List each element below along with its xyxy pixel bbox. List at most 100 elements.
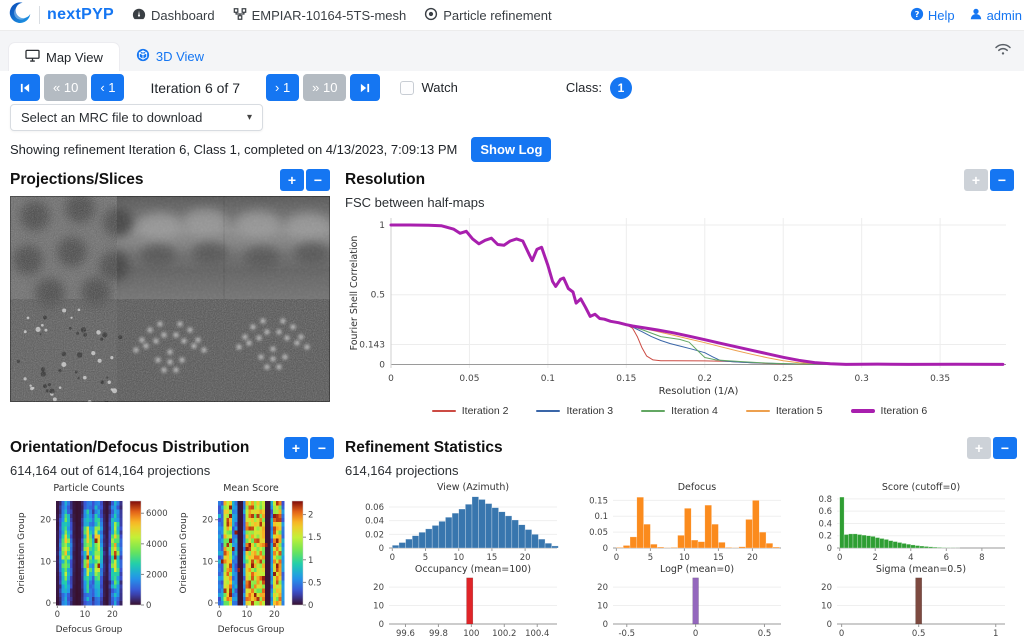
- distribution-zoom-in-button[interactable]: +: [284, 437, 308, 459]
- show-log-button[interactable]: Show Log: [471, 137, 552, 162]
- top-navbar: nextPYP Dashboard EMPIAR-10164-5TS-mesh …: [0, 0, 1024, 31]
- legend-swatch: [536, 410, 561, 412]
- mrc-row: Select an MRC file to download ▾: [10, 104, 263, 131]
- legend-swatch: [850, 409, 875, 413]
- legend-item[interactable]: Iteration 2: [431, 405, 509, 417]
- statistics-zoom-out-button[interactable]: −: [993, 437, 1017, 459]
- svg-text:0: 0: [55, 610, 60, 620]
- svg-text:Sigma (mean=0.5): Sigma (mean=0.5): [876, 564, 966, 575]
- resolution-zoom-out-button[interactable]: −: [990, 169, 1014, 191]
- svg-text:0.5: 0.5: [371, 291, 385, 301]
- user-label: admin: [986, 7, 1022, 23]
- fwd-1-button[interactable]: › 1: [266, 74, 300, 101]
- svg-text:20: 20: [520, 553, 531, 563]
- legend-label: Iteration 2: [461, 405, 509, 417]
- user-menu[interactable]: admin: [969, 7, 1022, 24]
- distribution-title: Orientation/Defocus Distribution: [10, 439, 250, 456]
- svg-text:Resolution (1/A): Resolution (1/A): [659, 386, 739, 397]
- svg-text:20: 20: [202, 516, 213, 526]
- svg-text:0.8: 0.8: [818, 495, 832, 505]
- svg-text:Orientation Group: Orientation Group: [179, 512, 189, 593]
- svg-text:Score (cutoff=0): Score (cutoff=0): [882, 482, 960, 493]
- watch-control: Watch: [400, 80, 458, 95]
- help-link[interactable]: ? Help: [910, 7, 955, 24]
- svg-text:99.6: 99.6: [396, 629, 415, 639]
- svg-text:10: 10: [373, 602, 384, 612]
- svg-text:0.2: 0.2: [698, 374, 712, 384]
- distribution-zoom-out-button[interactable]: −: [310, 437, 334, 459]
- svg-text:10: 10: [241, 610, 252, 620]
- last-iteration-button[interactable]: [350, 74, 381, 101]
- help-label: Help: [927, 7, 955, 23]
- statistics-title: Refinement Statistics: [345, 439, 503, 456]
- legend-label: Iteration 6: [880, 405, 928, 417]
- nav-block-label: Particle refinement: [443, 7, 552, 23]
- svg-text:Defocus Group: Defocus Group: [56, 625, 123, 635]
- svg-text:-0.5: -0.5: [618, 629, 635, 639]
- svg-text:0.05: 0.05: [589, 528, 608, 538]
- legend-label: Iteration 5: [775, 405, 823, 417]
- projections-zoom-out-button[interactable]: −: [306, 169, 330, 191]
- svg-text:0.35: 0.35: [930, 374, 950, 384]
- nav-dashboard[interactable]: Dashboard: [132, 7, 215, 24]
- projections-title: Projections/Slices: [10, 171, 144, 188]
- svg-text:0.5: 0.5: [308, 578, 322, 588]
- mrc-file-select[interactable]: Select an MRC file to download ▾: [10, 104, 263, 131]
- legend-item[interactable]: Iteration 6: [850, 405, 928, 417]
- svg-text:?: ?: [914, 8, 919, 18]
- status-row: Showing refinement Iteration 6, Class 1,…: [10, 137, 552, 162]
- occupancy-histogram: Occupancy (mean=100) 0 10 20 99.6 99.8 100 100.…: [373, 564, 557, 639]
- projections-zoom-in-button[interactable]: +: [280, 169, 304, 191]
- svg-text:Defocus Group: Defocus Group: [218, 625, 285, 635]
- svg-text:Particle Counts: Particle Counts: [53, 483, 124, 494]
- legend-item[interactable]: Iteration 4: [641, 405, 718, 417]
- svg-text:0.15: 0.15: [616, 374, 636, 384]
- svg-text:5: 5: [648, 553, 653, 563]
- svg-text:10: 10: [679, 553, 690, 563]
- back-1-button[interactable]: ‹ 1: [91, 74, 125, 101]
- svg-text:15: 15: [713, 553, 724, 563]
- fwd-10-button[interactable]: » 10: [303, 74, 347, 101]
- first-iteration-button[interactable]: [10, 74, 40, 101]
- statistics-zoom-in-button[interactable]: +: [967, 437, 991, 459]
- svg-text:15: 15: [487, 553, 498, 563]
- svg-text:0.5: 0.5: [758, 629, 772, 639]
- resolution-zoom-in-button[interactable]: +: [964, 169, 988, 191]
- svg-text:10: 10: [40, 557, 51, 567]
- back-10-button[interactable]: « 10: [44, 74, 88, 101]
- class-1-badge[interactable]: 1: [609, 76, 632, 99]
- nav-project[interactable]: EMPIAR-10164-5TS-mesh: [233, 7, 406, 24]
- tab-map-view-label: Map View: [46, 49, 103, 65]
- watch-checkbox[interactable]: [400, 80, 415, 95]
- svg-text:100.4: 100.4: [525, 629, 549, 639]
- mrc-file-select-value: Select an MRC file to download: [21, 110, 203, 125]
- svg-text:0: 0: [603, 620, 608, 630]
- svg-text:0.6: 0.6: [818, 507, 832, 517]
- svg-text:1: 1: [379, 221, 385, 231]
- watch-label: Watch: [421, 80, 458, 95]
- nav-dashboard-label: Dashboard: [151, 7, 215, 23]
- svg-text:0.06: 0.06: [365, 503, 384, 513]
- svg-text:6000: 6000: [146, 509, 168, 519]
- distribution-panel: Orientation/Defocus Distribution + − 614…: [10, 436, 334, 639]
- svg-text:20: 20: [373, 583, 384, 593]
- svg-text:0: 0: [603, 544, 608, 554]
- tab-3d-view[interactable]: 3D View: [120, 42, 220, 71]
- svg-text:0: 0: [827, 544, 832, 554]
- nav-block[interactable]: Particle refinement: [424, 7, 552, 24]
- svg-text:10: 10: [597, 602, 608, 612]
- svg-text:0: 0: [217, 610, 222, 620]
- fsc-chart: 0 0.05 0.1 0.15 0.2 0.25 0.3 0.35 0 0.143 0.5 1 Reso…: [349, 218, 1006, 397]
- help-icon: ?: [910, 7, 924, 24]
- svg-text:20: 20: [597, 583, 608, 593]
- svg-text:20: 20: [747, 553, 758, 563]
- legend-item[interactable]: Iteration 5: [745, 405, 823, 417]
- tab-map-view[interactable]: Map View: [8, 42, 120, 71]
- svg-text:6: 6: [944, 553, 949, 563]
- statistics-panel: Refinement Statistics + − 614,164 projec…: [345, 436, 1017, 639]
- svg-text:99.8: 99.8: [429, 629, 448, 639]
- svg-text:20: 20: [269, 610, 280, 620]
- legend-item[interactable]: Iteration 3: [536, 405, 613, 417]
- brand[interactable]: nextPYP: [8, 1, 114, 30]
- distribution-subtitle: 614,164 out of 614,164 projections: [10, 463, 211, 478]
